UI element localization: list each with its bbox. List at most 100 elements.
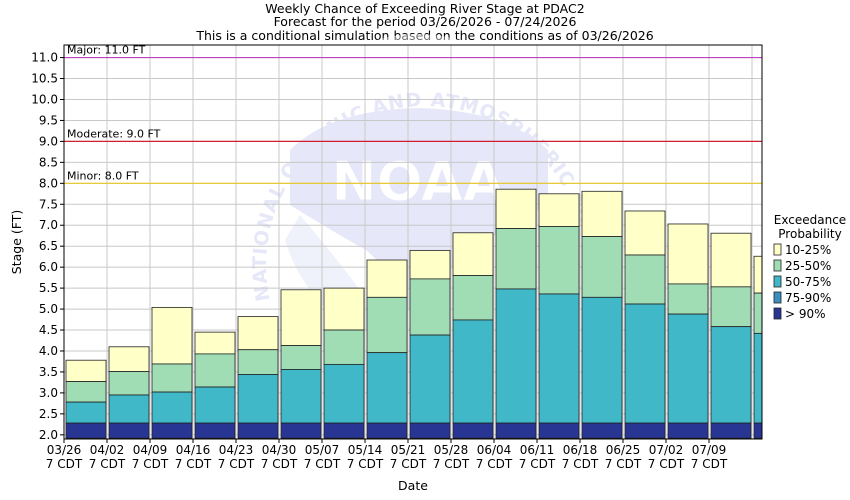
bar-90-07/02: [667, 422, 709, 439]
bar-group-04/09: [151, 306, 193, 439]
bar-50-75-06/18: [581, 296, 623, 424]
bar-90-04/16: [194, 422, 236, 439]
bar-10-25-03/26: [65, 359, 107, 382]
bar-group-05/21: [409, 249, 451, 439]
x-tick-tz-11: 7 CDT: [519, 457, 556, 471]
x-tick-tz-14: 7 CDT: [648, 457, 685, 471]
bar-10-25-04/23: [237, 316, 279, 351]
bar-10-25-06/18: [581, 190, 623, 237]
legend-title-line1: Exceedance: [774, 213, 846, 227]
bar-90-05/07: [323, 422, 365, 439]
bar-90-06/25: [624, 422, 666, 439]
bar-25-50-05/21: [409, 278, 451, 336]
bar-10-25-05/28: [452, 232, 494, 276]
bar-group-06/11: [538, 193, 580, 439]
y-tick-label-0: 2.0: [39, 428, 58, 442]
x-tick-tz-6: 7 CDT: [304, 457, 341, 471]
y-tick-label-15: 9.5: [39, 113, 58, 127]
bar-50-75-04/30: [280, 369, 322, 424]
x-tick-tz-10: 7 CDT: [476, 457, 513, 471]
x-tick-tz-1: 7 CDT: [89, 457, 126, 471]
bar-50-75-06/04: [495, 288, 537, 424]
y-tick-label-9: 6.5: [39, 239, 58, 253]
y-tick-label-8: 6.0: [39, 260, 58, 274]
x-tick-tz-7: 7 CDT: [347, 457, 384, 471]
bar-group-06/25: [624, 210, 666, 439]
bar-10-25-07/16: [753, 255, 763, 294]
legend-label-0: 10-25%: [785, 243, 831, 257]
y-tick-label-12: 8.0: [39, 176, 58, 190]
y-tick-label-7: 5.5: [39, 281, 58, 295]
bar-50-75-04/16: [194, 386, 236, 424]
bar-10-25-07/09: [710, 232, 752, 288]
x-tick-date-4: 04/23: [219, 443, 254, 457]
bar-50-75-05/28: [452, 319, 494, 424]
bar-25-50-05/07: [323, 329, 365, 365]
x-tick-date-3: 04/16: [176, 443, 211, 457]
bar-50-75-07/02: [667, 313, 709, 424]
bar-25-50-06/11: [538, 226, 580, 295]
bar-90-06/04: [495, 422, 537, 439]
chart-subtitle-condition: This is a conditional simulation based o…: [195, 28, 653, 43]
x-tick-date-0: 03/26: [47, 443, 82, 457]
bar-50-75-04/02: [108, 394, 150, 424]
x-tick-tz-2: 7 CDT: [132, 457, 169, 471]
bar-50-75-03/26: [65, 401, 107, 424]
bar-25-50-04/23: [237, 349, 279, 375]
y-axis-title: Stage (FT): [9, 210, 24, 274]
noaa-watermark-text: NOAA: [331, 150, 504, 213]
chart-title: Weekly Chance of Exceeding River Stage a…: [265, 1, 584, 16]
y-tick-label-13: 8.5: [39, 155, 58, 169]
legend: Exceedance Probability 10-25% 25-50% 50-75…: [773, 213, 846, 321]
y-tick-label-11: 7.5: [39, 197, 58, 211]
bar-group-04/23: [237, 316, 279, 439]
chart-subtitle-period: Forecast for the period 03/26/2026 - 07/…: [274, 14, 577, 29]
flood-levels: Major: 11.0 FT Moderate: 9.0 FT Minor: 8.0…: [64, 44, 762, 184]
legend-label-3: 75-90%: [785, 291, 831, 305]
bar-group-03/26: [65, 359, 107, 439]
bar-90-05/14: [366, 422, 408, 439]
bar-10-25-04/02: [108, 346, 150, 372]
y-tick-label-5: 4.5: [39, 323, 58, 337]
x-tick-date-6: 05/07: [305, 443, 340, 457]
x-tick-tz-3: 7 CDT: [175, 457, 212, 471]
bar-90-06/18: [581, 422, 623, 439]
bar-25-50-04/02: [108, 371, 150, 396]
x-tick-date-10: 06/04: [477, 443, 512, 457]
x-tick-date-11: 06/11: [520, 443, 555, 457]
bar-25-50-05/28: [452, 275, 494, 321]
bar-90-07/09: [710, 422, 752, 439]
legend-swatch-4: [773, 307, 782, 320]
legend-swatch-1: [773, 259, 782, 272]
x-tick-date-15: 07/09: [692, 443, 727, 457]
x-tick-tz-13: 7 CDT: [605, 457, 642, 471]
bar-25-50-04/16: [194, 353, 236, 388]
y-tick-label-18: 11.0: [31, 51, 58, 65]
x-tick-date-13: 06/25: [606, 443, 641, 457]
x-tick-tz-5: 7 CDT: [261, 457, 298, 471]
bar-group-07/09: [710, 232, 752, 439]
bar-group-07/02: [667, 223, 709, 439]
bar-10-25-07/02: [667, 223, 709, 285]
x-axis-title: Date: [398, 478, 428, 493]
bar-10-25-05/07: [323, 287, 365, 331]
y-axis: 2.0 2.5 3.0 3.5 4.0 4.5 5.0 5.5 6.0 6.5 7.0 7.5 8.0 8…: [31, 51, 64, 442]
bar-25-50-04/09: [151, 363, 193, 393]
legend-title-line2: Probability: [778, 227, 841, 241]
bar-25-50-03/26: [65, 381, 107, 403]
bar-50-75-05/14: [366, 352, 408, 424]
x-tick-date-9: 05/28: [434, 443, 469, 457]
legend-label-4: > 90%: [785, 307, 826, 321]
bar-group-04/16: [194, 331, 236, 439]
flood-label-0: Major: 11.0 FT: [67, 44, 146, 57]
y-tick-label-10: 7.0: [39, 218, 58, 232]
bar-50-75-06/25: [624, 303, 666, 424]
x-tick-tz-12: 7 CDT: [562, 457, 599, 471]
x-tick-date-8: 05/21: [391, 443, 426, 457]
legend-label-2: 50-75%: [785, 275, 831, 289]
bar-10-25-06/25: [624, 210, 666, 256]
y-tick-label-14: 9.0: [39, 134, 58, 148]
bar-50-75-05/07: [323, 363, 365, 424]
bar-group-06/18: [581, 190, 623, 439]
